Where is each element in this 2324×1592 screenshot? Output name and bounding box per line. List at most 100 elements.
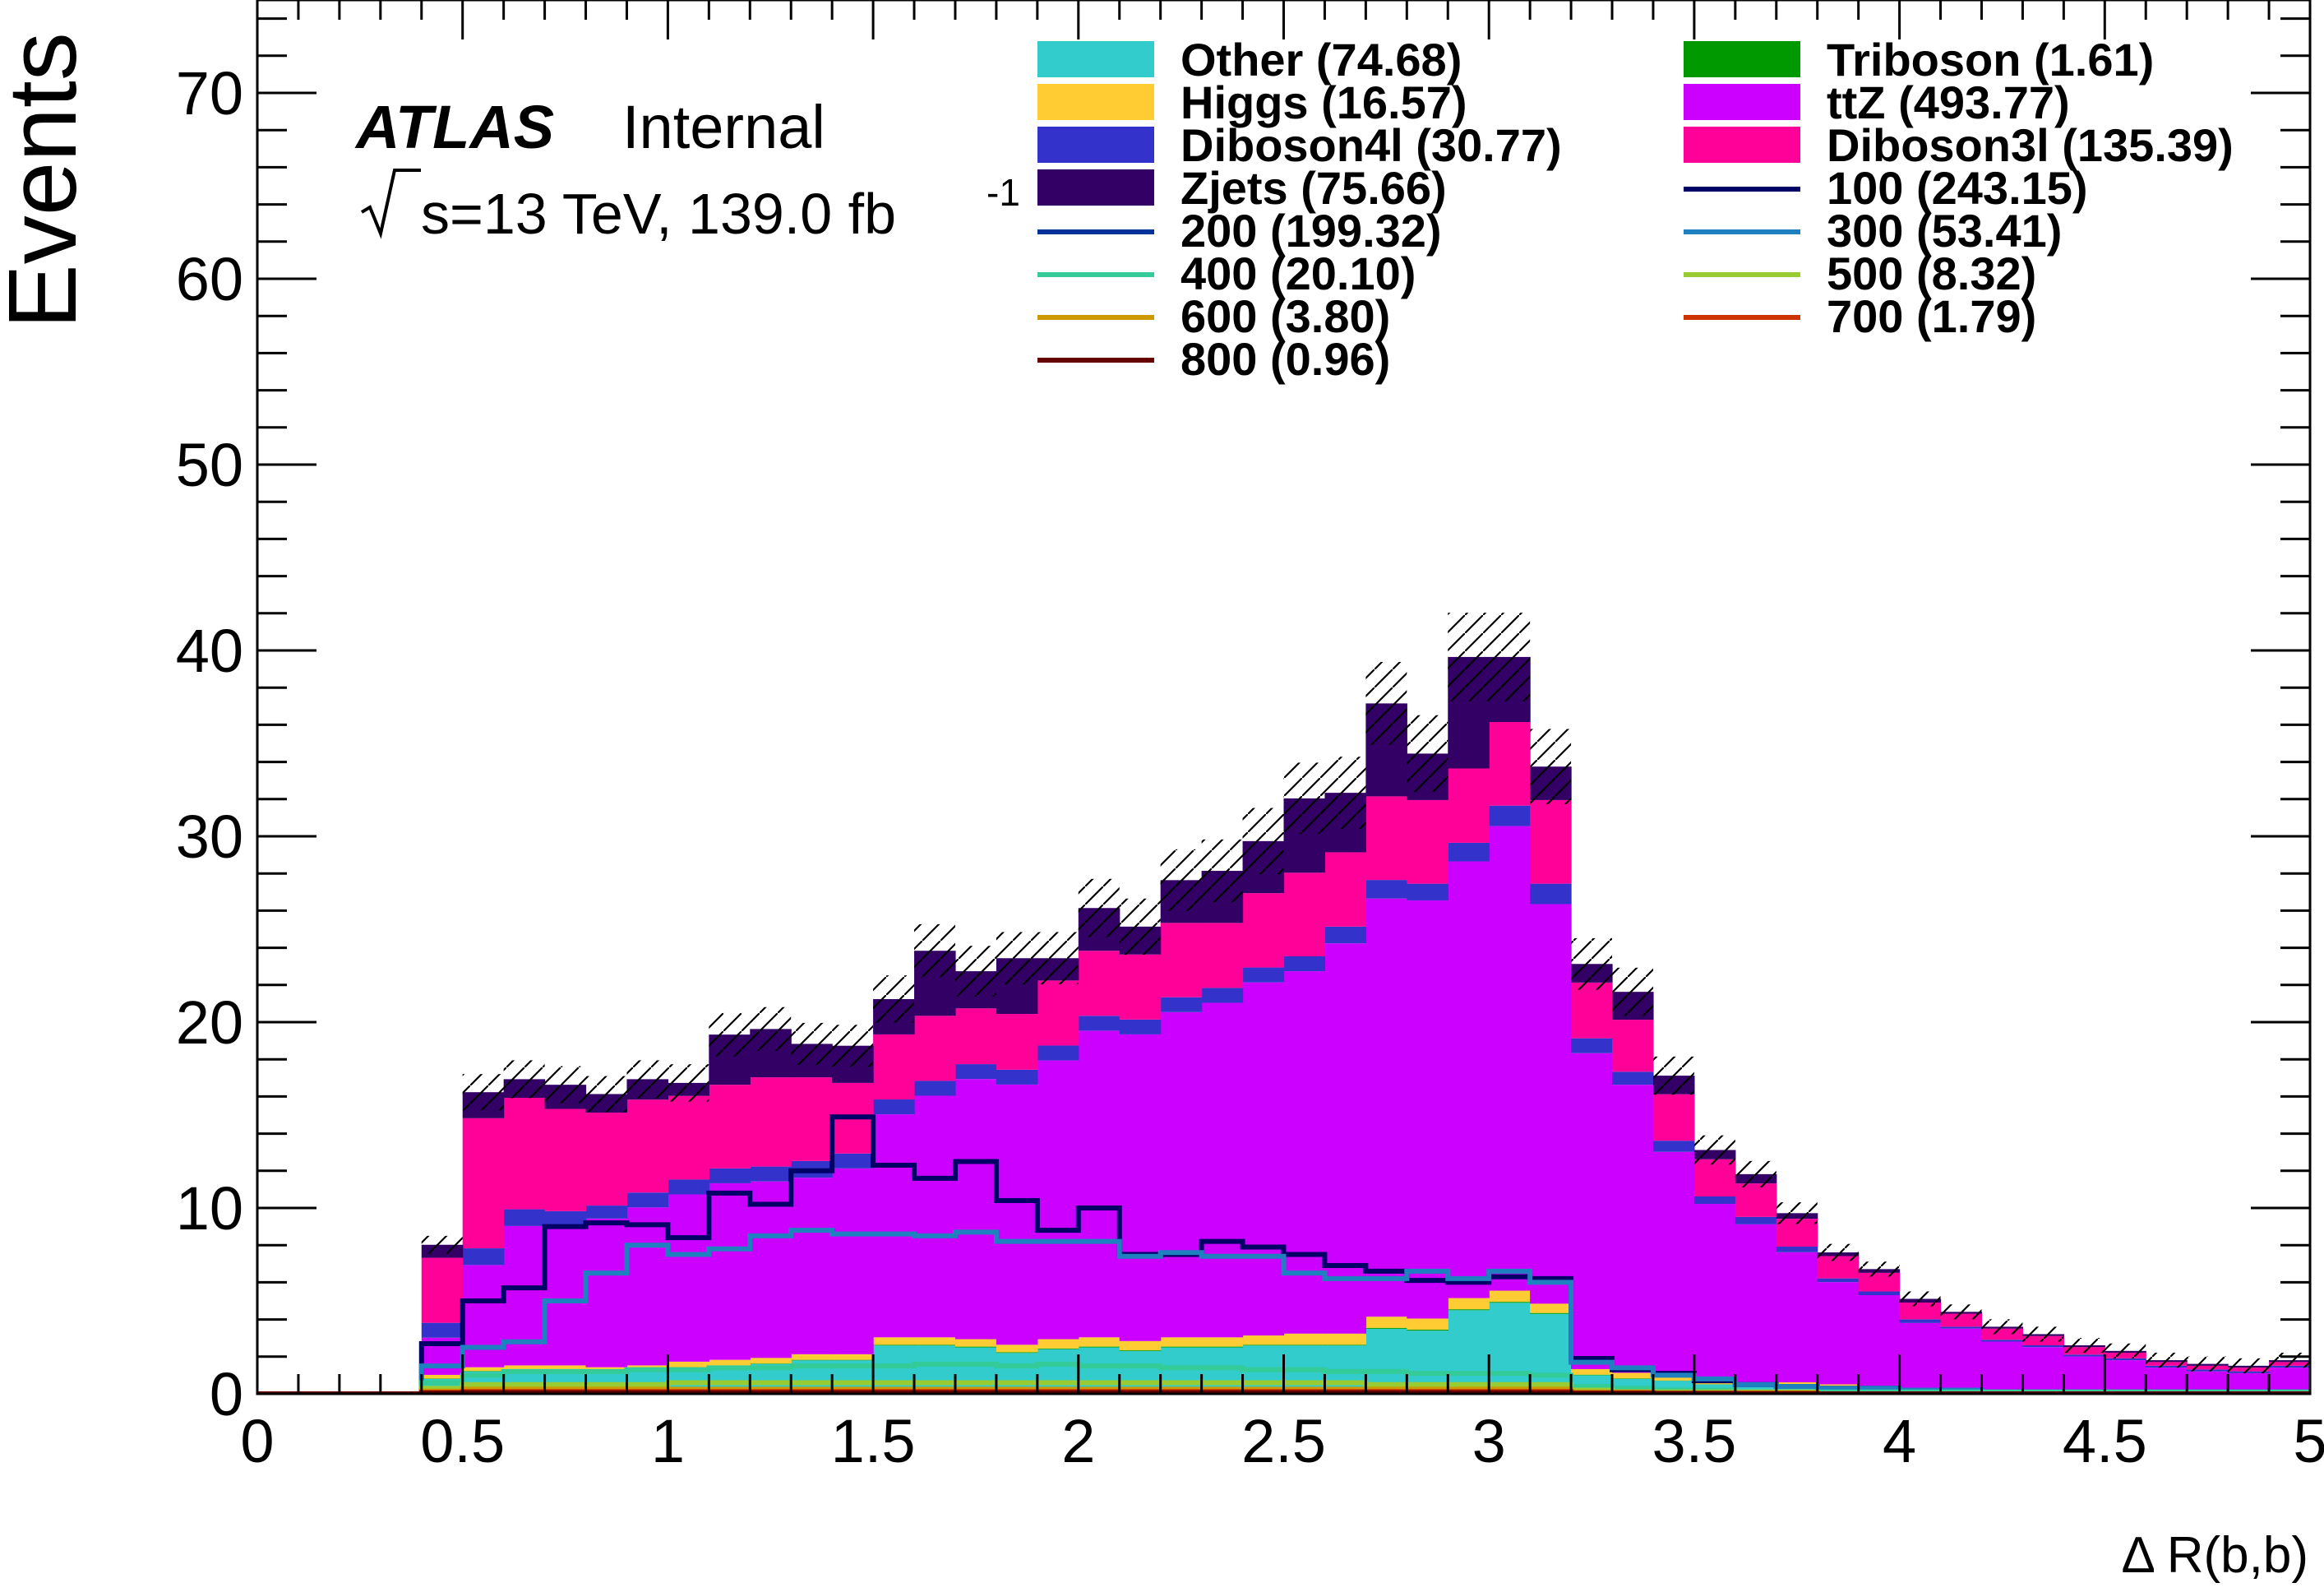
legend-entry: 800 (0.96) — [1037, 333, 1390, 385]
bar — [996, 1014, 1038, 1070]
legend-label: 400 (20.10) — [1180, 248, 1416, 299]
uncertainty-bin — [750, 1007, 792, 1051]
bar — [1407, 1330, 1448, 1331]
legend-label: 800 (0.96) — [1180, 333, 1390, 385]
stack-ttz-493-77 — [421, 826, 2310, 1391]
bar — [996, 1069, 1038, 1085]
uncertainty-bin — [1858, 1261, 1900, 1277]
uncertainty-bin — [2228, 1358, 2270, 1373]
bar — [1407, 883, 1448, 900]
uncertainty-bin — [709, 1012, 751, 1057]
legend: Other (74.68) Triboson (1.61) Higgs (16.57… — [1037, 34, 2234, 385]
bar — [1365, 796, 1407, 881]
bar — [1735, 1216, 1777, 1224]
bar — [626, 1099, 668, 1193]
bar — [996, 1344, 1038, 1353]
bar — [1283, 956, 1326, 972]
uncertainty-bin — [1324, 757, 1366, 829]
legend-entry: Other (74.68) — [1037, 34, 1462, 86]
bar — [1160, 1346, 1203, 1348]
bar — [954, 1064, 997, 1080]
uncertainty-bin — [832, 1025, 874, 1067]
legend-label: Diboson3l (135.39) — [1827, 119, 2234, 171]
uncertainty-band — [421, 613, 2310, 1373]
bar — [2022, 1345, 2064, 1348]
bar — [1489, 805, 1531, 826]
uncertainty-bin — [2146, 1353, 2188, 1368]
y-tick-label: 70 — [176, 59, 243, 127]
bar — [1119, 1019, 1162, 1034]
uncertainty-bin — [1160, 849, 1202, 911]
legend-label: 200 (199.32) — [1180, 205, 1442, 257]
legend-entry: Diboson4l (30.77) — [1037, 119, 1562, 171]
bar — [1612, 1020, 1654, 1072]
bar — [1037, 1060, 1079, 1340]
bar — [873, 1034, 915, 1100]
uncertainty-bin — [544, 1066, 586, 1104]
bar — [626, 1192, 668, 1208]
legend-entry: 600 (3.80) — [1037, 290, 1390, 342]
bar — [2063, 1354, 2105, 1357]
bar — [626, 1207, 668, 1366]
bar — [1365, 898, 1407, 1317]
energy-lumi-text: s=13 TeV, 139.0 fb — [421, 182, 896, 246]
uncertainty-bin — [1940, 1304, 1982, 1320]
bar — [1119, 1351, 1162, 1394]
uncertainty-bin — [2063, 1337, 2105, 1354]
bar — [791, 1354, 833, 1360]
uncertainty-bin — [1735, 1160, 1776, 1187]
bar — [668, 1179, 709, 1195]
bar — [914, 1344, 956, 1346]
legend-swatch — [1037, 127, 1154, 163]
bar — [1242, 1335, 1285, 1345]
bar — [503, 1365, 546, 1369]
legend-swatch — [1037, 41, 1154, 77]
bar — [1242, 967, 1285, 983]
bar — [1407, 900, 1448, 1319]
bar — [954, 1347, 997, 1394]
bar — [1201, 1002, 1244, 1338]
bar — [873, 1099, 915, 1115]
bar — [750, 1077, 792, 1167]
y-tick-label: 30 — [176, 803, 243, 871]
bar — [914, 1345, 956, 1394]
bar — [996, 1084, 1038, 1345]
bar — [585, 1218, 628, 1368]
bar — [914, 1016, 956, 1081]
x-tick-label: 0 — [240, 1407, 274, 1475]
bar — [832, 1354, 874, 1360]
uncertainty-bin — [1981, 1319, 2023, 1335]
bar — [1324, 1333, 1366, 1345]
bar — [873, 1345, 915, 1394]
x-tick-label: 1.5 — [831, 1407, 916, 1475]
uncertainty-bin — [996, 932, 1037, 985]
bar — [1365, 1327, 1407, 1329]
bar — [1652, 1151, 1695, 1375]
bar — [503, 1225, 546, 1366]
bar — [2105, 1358, 2146, 1361]
bar — [1530, 1303, 1572, 1313]
bar — [1571, 982, 1613, 1039]
bar — [873, 1337, 915, 1345]
bar — [544, 1108, 587, 1211]
y-tick-label: 50 — [176, 431, 243, 499]
bar — [1899, 1322, 1942, 1388]
uncertainty-bin — [1078, 878, 1120, 937]
uncertainty-bin — [791, 1022, 833, 1065]
bar — [1489, 1290, 1531, 1303]
legend-label: 300 (53.41) — [1827, 205, 2062, 257]
uncertainty-bin — [1899, 1291, 1941, 1307]
bar — [2187, 1371, 2229, 1391]
bar — [954, 1008, 997, 1065]
x-tick-label: 1 — [651, 1407, 685, 1475]
line-500-8-32 — [257, 1380, 2310, 1394]
bar — [1160, 923, 1203, 997]
uncertainty-bin — [626, 1060, 668, 1099]
legend-entry: Triboson (1.61) — [1684, 34, 2154, 86]
bar — [1776, 1252, 1818, 1382]
bar — [1735, 1224, 1777, 1382]
bar — [668, 1194, 709, 1362]
bar — [668, 1361, 709, 1368]
bar — [1489, 1302, 1531, 1303]
